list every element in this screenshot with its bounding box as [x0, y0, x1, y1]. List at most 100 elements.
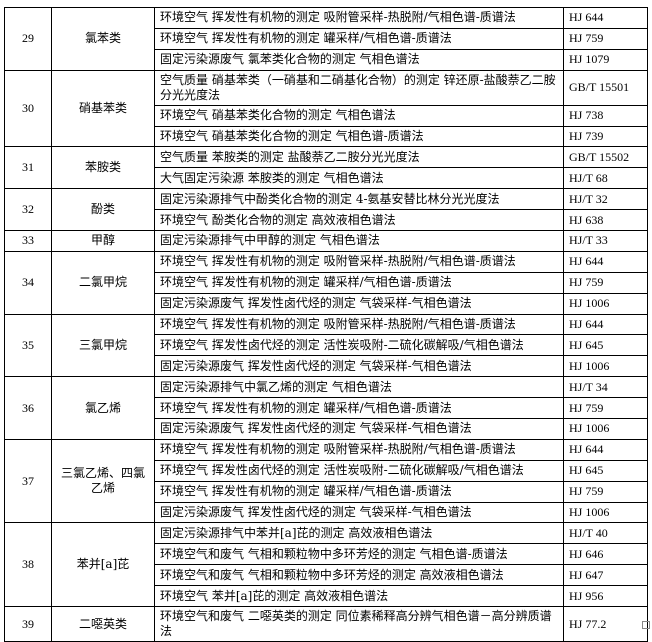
substance-name: 苯并[a]芘: [51, 522, 155, 608]
item-number: 30: [4, 69, 52, 148]
method-name: 环境空气 挥发性有机物的测定 罐采样/气相色谱-质谱法: [154, 480, 564, 503]
method-name: 环境空气 挥发性有机物的测定 吸附管采样-热脱附/气相色谱-质谱法: [154, 7, 564, 29]
standard-code: HJ 647: [563, 564, 648, 587]
method-name: 环境空气和废气 气相和颗粒物中多环芳烃的测定 高效液相色谱法: [154, 564, 564, 587]
standard-code: HJ 644: [563, 313, 648, 336]
method-name: 环境空气 硝基苯类化合物的测定 气相色谱法: [154, 104, 564, 127]
standard-code: HJ 644: [563, 250, 648, 273]
substance-name: 氯乙烯: [51, 376, 155, 440]
method-name: 环境空气 挥发性有机物的测定 吸附管采样-热脱附/气相色谱-质谱法: [154, 313, 564, 336]
method-name: 固定污染源排气中甲醇的测定 气相色谱法: [154, 230, 564, 252]
substance-name: 氯苯类: [51, 7, 155, 71]
standard-code: HJ/T 68: [563, 167, 648, 190]
standard-code: HJ/T 32: [563, 188, 648, 211]
standard-code: HJ 645: [563, 334, 648, 357]
substance-name: 二噁英类: [51, 606, 155, 642]
table-row: 33 甲醇 固定污染源排气中甲醇的测定 气相色谱法 HJ/T 33: [4, 230, 648, 252]
standard-code: HJ 759: [563, 397, 648, 420]
method-name: 环境空气 挥发性有机物的测定 罐采样/气相色谱-质谱法: [154, 27, 564, 50]
table-row: 环境空气 挥发性有机物的测定 罐采样/气相色谱-质谱法 HJ 759: [5, 480, 648, 503]
table-row: 29 氯苯类 环境空气 挥发性有机物的测定 吸附管采样-热脱附/气相色谱-质谱法 HJ…: [4, 7, 648, 71]
method-name: 固定污染源废气 挥发性卤代烃的测定 气袋采样-气相色谱法: [154, 501, 564, 524]
table-row: 大气固定污染源 苯胺类的测定 气相色谱法 HJ/T 68: [5, 167, 648, 190]
item-number: 29: [4, 7, 52, 71]
method-name: 固定污染源排气中酚类化合物的测定 4-氨基安替比林分光光度法: [154, 188, 564, 211]
table-row: 36 氯乙烯 固定污染源排气中氯乙烯的测定 气相色谱法 HJ/T 34: [4, 376, 648, 440]
table-row: 30 硝基苯类 空气质量 硝基苯类（一硝基和二硝基化合物）的测定 锌还原-盐酸萘乙二…: [4, 69, 648, 148]
method-name: 空气质量 硝基苯类（一硝基和二硝基化合物）的测定 锌还原-盐酸萘乙二胺分光光度法: [154, 69, 564, 106]
table-row: 32 酚类 固定污染源排气中酚类化合物的测定 4-氨基安替比林分光光度法 HJ/T 3…: [4, 188, 648, 232]
substance-name: 硝基苯类: [51, 69, 155, 148]
table-row: 34 二氯甲烷 环境空气 挥发性有机物的测定 吸附管采样-热脱附/气相色谱-质谱法 H…: [4, 250, 648, 315]
standard-code: HJ 646: [563, 543, 648, 566]
substance-name: 三氯乙烯、四氯乙烯: [51, 438, 155, 524]
method-name: 环境空气 挥发性有机物的测定 吸附管采样-热脱附/气相色谱-质谱法: [154, 438, 564, 461]
standard-code: HJ 1006: [563, 418, 648, 440]
standard-code: HJ 644: [563, 7, 648, 29]
item-number: 35: [4, 313, 52, 378]
standard-code: HJ 759: [563, 271, 648, 294]
standard-code: GB/T 15501: [563, 69, 648, 106]
method-name: 大气固定污染源 苯胺类的测定 气相色谱法: [154, 167, 564, 190]
method-name: 环境空气 挥发性有机物的测定 罐采样/气相色谱-质谱法: [154, 397, 564, 420]
method-name: 环境空气 挥发性卤代烃的测定 活性炭吸附-二硫化碳解吸/气相色谱法: [154, 459, 564, 482]
table-row: 环境空气 硝基苯类化合物的测定 气相色谱法 HJ 738: [5, 104, 648, 127]
standard-code: HJ 645: [563, 459, 648, 482]
standard-code: HJ 1006: [563, 355, 648, 378]
item-number: 34: [4, 250, 52, 315]
method-name: 固定污染源排气中苯并[a]芘的测定 高效液相色谱法: [154, 522, 564, 545]
standard-code: HJ/T 33: [563, 230, 648, 252]
method-name: 环境空气 挥发性卤代烃的测定 活性炭吸附-二硫化碳解吸/气相色谱法: [154, 334, 564, 357]
item-number: 39: [4, 606, 52, 642]
method-name: 环境空气和废气 二噁英类的测定 同位素稀释高分辨气相色谱－高分辨质谱法: [154, 606, 564, 642]
table-row: 环境空气和废气 气相和颗粒物中多环芳烃的测定 高效液相色谱法 HJ 647: [5, 564, 648, 587]
substance-name: 甲醇: [51, 230, 155, 252]
method-name: 固定污染源废气 氯苯类化合物的测定 气相色谱法: [154, 48, 564, 71]
method-name: 固定污染源废气 挥发性卤代烃的测定 气袋采样-气相色谱法: [154, 355, 564, 378]
table-row: 固定污染源废气 挥发性卤代烃的测定 气袋采样-气相色谱法 HJ 1006: [5, 355, 648, 378]
item-number: 32: [4, 188, 52, 232]
standard-code: GB/T 15502: [563, 146, 648, 169]
standard-code: HJ/T 34: [563, 376, 648, 399]
table-row: 37 三氯乙烯、四氯乙烯 环境空气 挥发性有机物的测定 吸附管采样-热脱附/气相色谱…: [4, 438, 648, 524]
substance-name: 酚类: [51, 188, 155, 232]
standard-code: HJ 759: [563, 480, 648, 503]
method-name: 环境空气 苯并[a]芘的测定 高效液相色谱法: [154, 585, 564, 608]
method-name: 环境空气 挥发性有机物的测定 罐采样/气相色谱-质谱法: [154, 271, 564, 294]
substance-name: 二氯甲烷: [51, 250, 155, 315]
method-name: 空气质量 苯胺类的测定 盐酸萘乙二胺分光光度法: [154, 146, 564, 169]
item-number: 38: [4, 522, 52, 608]
table-row: 39 二噁英类 环境空气和废气 二噁英类的测定 同位素稀释高分辨气相色谱－高分辨质谱…: [4, 606, 648, 642]
standard-code: HJ 644: [563, 438, 648, 461]
table-row: 环境空气 挥发性有机物的测定 罐采样/气相色谱-质谱法 HJ 759: [5, 397, 648, 420]
substance-name: 三氯甲烷: [51, 313, 155, 378]
standard-code: HJ 759: [563, 27, 648, 50]
standard-code: HJ 738: [563, 104, 648, 127]
method-name: 固定污染源废气 挥发性卤代烃的测定 气袋采样-气相色谱法: [154, 418, 564, 440]
table-row: 固定污染源废气 挥发性卤代烃的测定 气袋采样-气相色谱法 HJ 1006: [5, 418, 648, 440]
method-name: 环境空气和废气 气相和颗粒物中多环芳烃的测定 气相色谱-质谱法: [154, 543, 564, 566]
table-row: 环境空气 挥发性卤代烃的测定 活性炭吸附-二硫化碳解吸/气相色谱法 HJ 645: [5, 334, 648, 357]
standard-code: HJ 1006: [563, 292, 648, 315]
method-name: 环境空气 挥发性有机物的测定 吸附管采样-热脱附/气相色谱-质谱法: [154, 250, 564, 273]
item-number: 31: [4, 146, 52, 190]
table-row: 31 苯胺类 空气质量 苯胺类的测定 盐酸萘乙二胺分光光度法 GB/T 15502: [4, 146, 648, 190]
standard-code: HJ 77.2: [563, 606, 648, 642]
table-resize-handle[interactable]: [642, 621, 650, 629]
method-name: 固定污染源废气 挥发性卤代烃的测定 气袋采样-气相色谱法: [154, 292, 564, 315]
table-row: 35 三氯甲烷 环境空气 挥发性有机物的测定 吸附管采样-热脱附/气相色谱-质谱法 H…: [4, 313, 648, 378]
table-row: 环境空气 挥发性卤代烃的测定 活性炭吸附-二硫化碳解吸/气相色谱法 HJ 645: [5, 459, 648, 482]
standard-code: HJ/T 40: [563, 522, 648, 545]
table-row: 环境空气 挥发性有机物的测定 罐采样/气相色谱-质谱法 HJ 759: [5, 27, 648, 50]
standard-code: HJ 739: [563, 125, 648, 148]
standards-table: 29 氯苯类 环境空气 挥发性有机物的测定 吸附管采样-热脱附/气相色谱-质谱法 HJ…: [4, 7, 648, 642]
substance-name: 苯胺类: [51, 146, 155, 190]
method-name: 固定污染源排气中氯乙烯的测定 气相色谱法: [154, 376, 564, 399]
item-number: 33: [4, 230, 52, 252]
method-name: 环境空气 酚类化合物的测定 高效液相色谱法: [154, 209, 564, 232]
table-row: 固定污染源废气 挥发性卤代烃的测定 气袋采样-气相色谱法 HJ 1006: [5, 292, 648, 315]
standard-code: HJ 1079: [563, 48, 648, 71]
table-body: 29 氯苯类 环境空气 挥发性有机物的测定 吸附管采样-热脱附/气相色谱-质谱法 HJ…: [4, 7, 648, 642]
standard-code: HJ 956: [563, 585, 648, 608]
standard-code: HJ 1006: [563, 501, 648, 524]
